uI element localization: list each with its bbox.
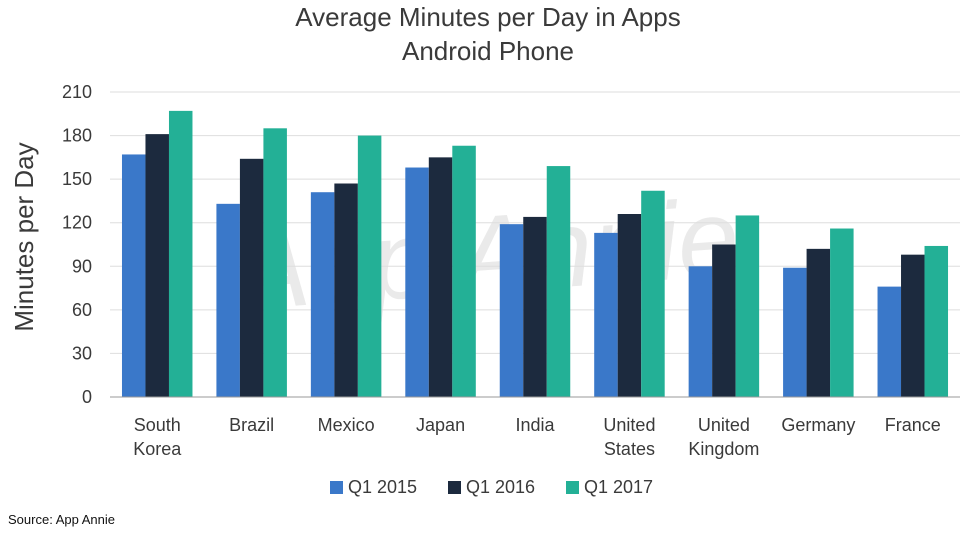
bar: [924, 245, 949, 397]
bar: [168, 110, 193, 397]
legend-label: Q1 2016: [466, 477, 535, 497]
x-tick-label: Japan: [416, 415, 465, 435]
legend-label: Q1 2015: [348, 477, 417, 497]
bar: [216, 203, 240, 397]
bar: [499, 224, 524, 397]
bar: [901, 254, 925, 397]
y-tick-label: 210: [62, 82, 92, 102]
y-tick-label: 150: [62, 169, 92, 189]
chart-title: Average Minutes per Day in Apps: [295, 2, 680, 32]
bar: [877, 286, 902, 397]
bar: [334, 183, 358, 397]
x-tick-label: Mexico: [318, 415, 375, 435]
bar: [783, 267, 807, 397]
y-axis-label: Minutes per Day: [9, 142, 39, 331]
bars: [121, 110, 949, 398]
x-tick-label: United: [603, 415, 655, 435]
source-note: Source: App Annie: [8, 512, 115, 527]
y-tick-label: 30: [72, 343, 92, 363]
bar: [806, 248, 831, 397]
bar: [405, 167, 429, 397]
x-tick-label: Kingdom: [688, 439, 759, 459]
bar: [735, 215, 760, 397]
y-tick-label: 90: [72, 256, 92, 276]
bar: [310, 192, 335, 397]
legend-swatch: [566, 481, 579, 494]
x-tick-label: South: [134, 415, 181, 435]
y-tick-label: 120: [62, 213, 92, 233]
bar: [641, 190, 665, 397]
legend: Q1 2015 Q1 2016 Q1 2017: [330, 477, 653, 497]
bar: [263, 128, 287, 398]
bar: [239, 158, 264, 397]
bar: [546, 166, 571, 397]
y-tick-label: 180: [62, 126, 92, 146]
bar: [594, 232, 618, 397]
bar: [688, 266, 713, 397]
bar: [428, 157, 453, 397]
bar: [145, 134, 169, 397]
legend-swatch: [448, 481, 461, 494]
bar: [830, 228, 854, 397]
bar: [121, 154, 146, 397]
y-tick-label: 60: [72, 300, 92, 320]
x-tick-label: Korea: [133, 439, 182, 459]
x-tick-label: States: [604, 439, 655, 459]
bar: [357, 135, 382, 398]
x-tick-label: India: [515, 415, 555, 435]
legend-swatch: [330, 481, 343, 494]
y-tick-label: 0: [82, 387, 92, 407]
x-tick-label: Brazil: [229, 415, 274, 435]
legend-label: Q1 2017: [584, 477, 653, 497]
bar: [617, 214, 642, 397]
bar: [712, 244, 736, 397]
bar: [523, 216, 547, 397]
x-tick-label: United: [698, 415, 750, 435]
x-tick-label: France: [885, 415, 941, 435]
x-tick-label: Germany: [781, 415, 855, 435]
axes: 0 30 60 90 120 150 180 210 South Korea Brazil Mexic…: [62, 82, 960, 459]
bar: [452, 145, 476, 397]
chart-subtitle: Android Phone: [402, 36, 574, 66]
